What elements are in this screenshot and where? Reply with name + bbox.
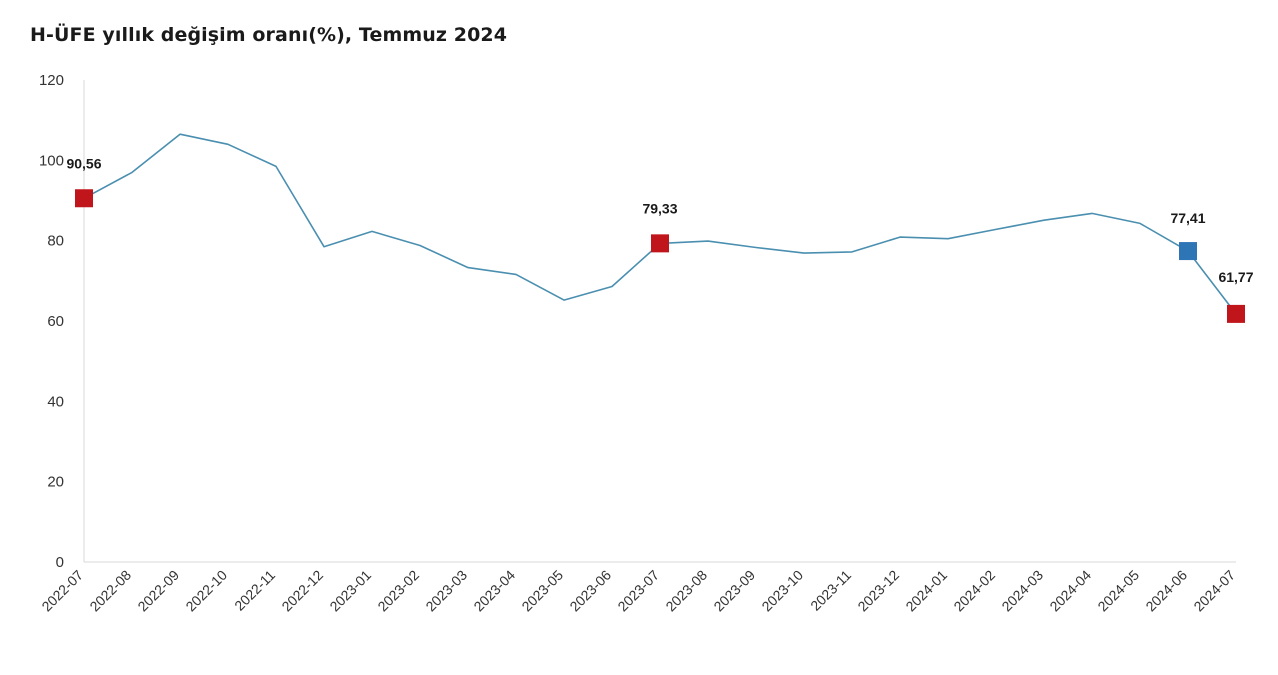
x-tick-label: 2022-10 [182,567,230,615]
x-tick-label: 2023-06 [566,567,614,615]
y-tick-label: 40 [47,393,64,410]
chart-title: H-ÜFE yıllık değişim oranı(%), Temmuz 20… [30,24,508,46]
x-tick-label: 2023-10 [758,567,806,615]
x-tick-label: 2024-06 [1142,567,1190,615]
data-label: 79,33 [642,200,677,216]
highlight-marker [1179,242,1197,261]
highlight-marker [651,234,669,253]
y-tick-label: 20 [47,474,64,491]
data-label: 77,41 [1170,210,1205,226]
y-tick-label: 120 [39,72,64,89]
highlight-marker [1227,304,1245,323]
y-tick-label: 100 [39,152,64,169]
x-tick-label: 2024-03 [998,567,1046,615]
x-tick-label: 2023-04 [470,567,518,615]
x-tick-label: 2023-12 [854,567,902,615]
highlight-marker [75,189,93,208]
series-line [83,133,1237,315]
data-label: 61,77 [1218,269,1253,285]
x-tick-label: 2023-03 [422,567,470,615]
x-tick-label: 2022-09 [134,567,182,615]
x-tick-label: 2024-02 [950,567,998,615]
x-tick-label: 2023-09 [710,567,758,615]
x-tick-label: 2024-07 [1190,567,1238,615]
x-tick-label: 2023-05 [518,567,566,615]
x-tick-label: 2023-01 [326,567,374,615]
y-tick-label: 0 [56,554,64,571]
x-tick-label: 2022-11 [231,567,278,614]
x-tick-label: 2024-01 [902,567,950,615]
data-label: 90,56 [66,155,101,171]
x-tick-label: 2022-12 [278,567,326,615]
x-tick-label: 2023-08 [662,567,710,615]
x-tick-label: 2024-04 [1046,567,1094,615]
y-tick-label: 80 [47,233,64,250]
x-tick-label: 2022-08 [86,567,134,615]
x-tick-label: 2022-07 [38,567,86,615]
x-tick-label: 2023-02 [374,567,422,615]
x-tick-label: 2024-05 [1094,567,1142,615]
x-tick-label: 2023-07 [614,567,662,615]
x-tick-label: 2023-11 [807,567,854,614]
y-tick-label: 60 [47,313,64,330]
